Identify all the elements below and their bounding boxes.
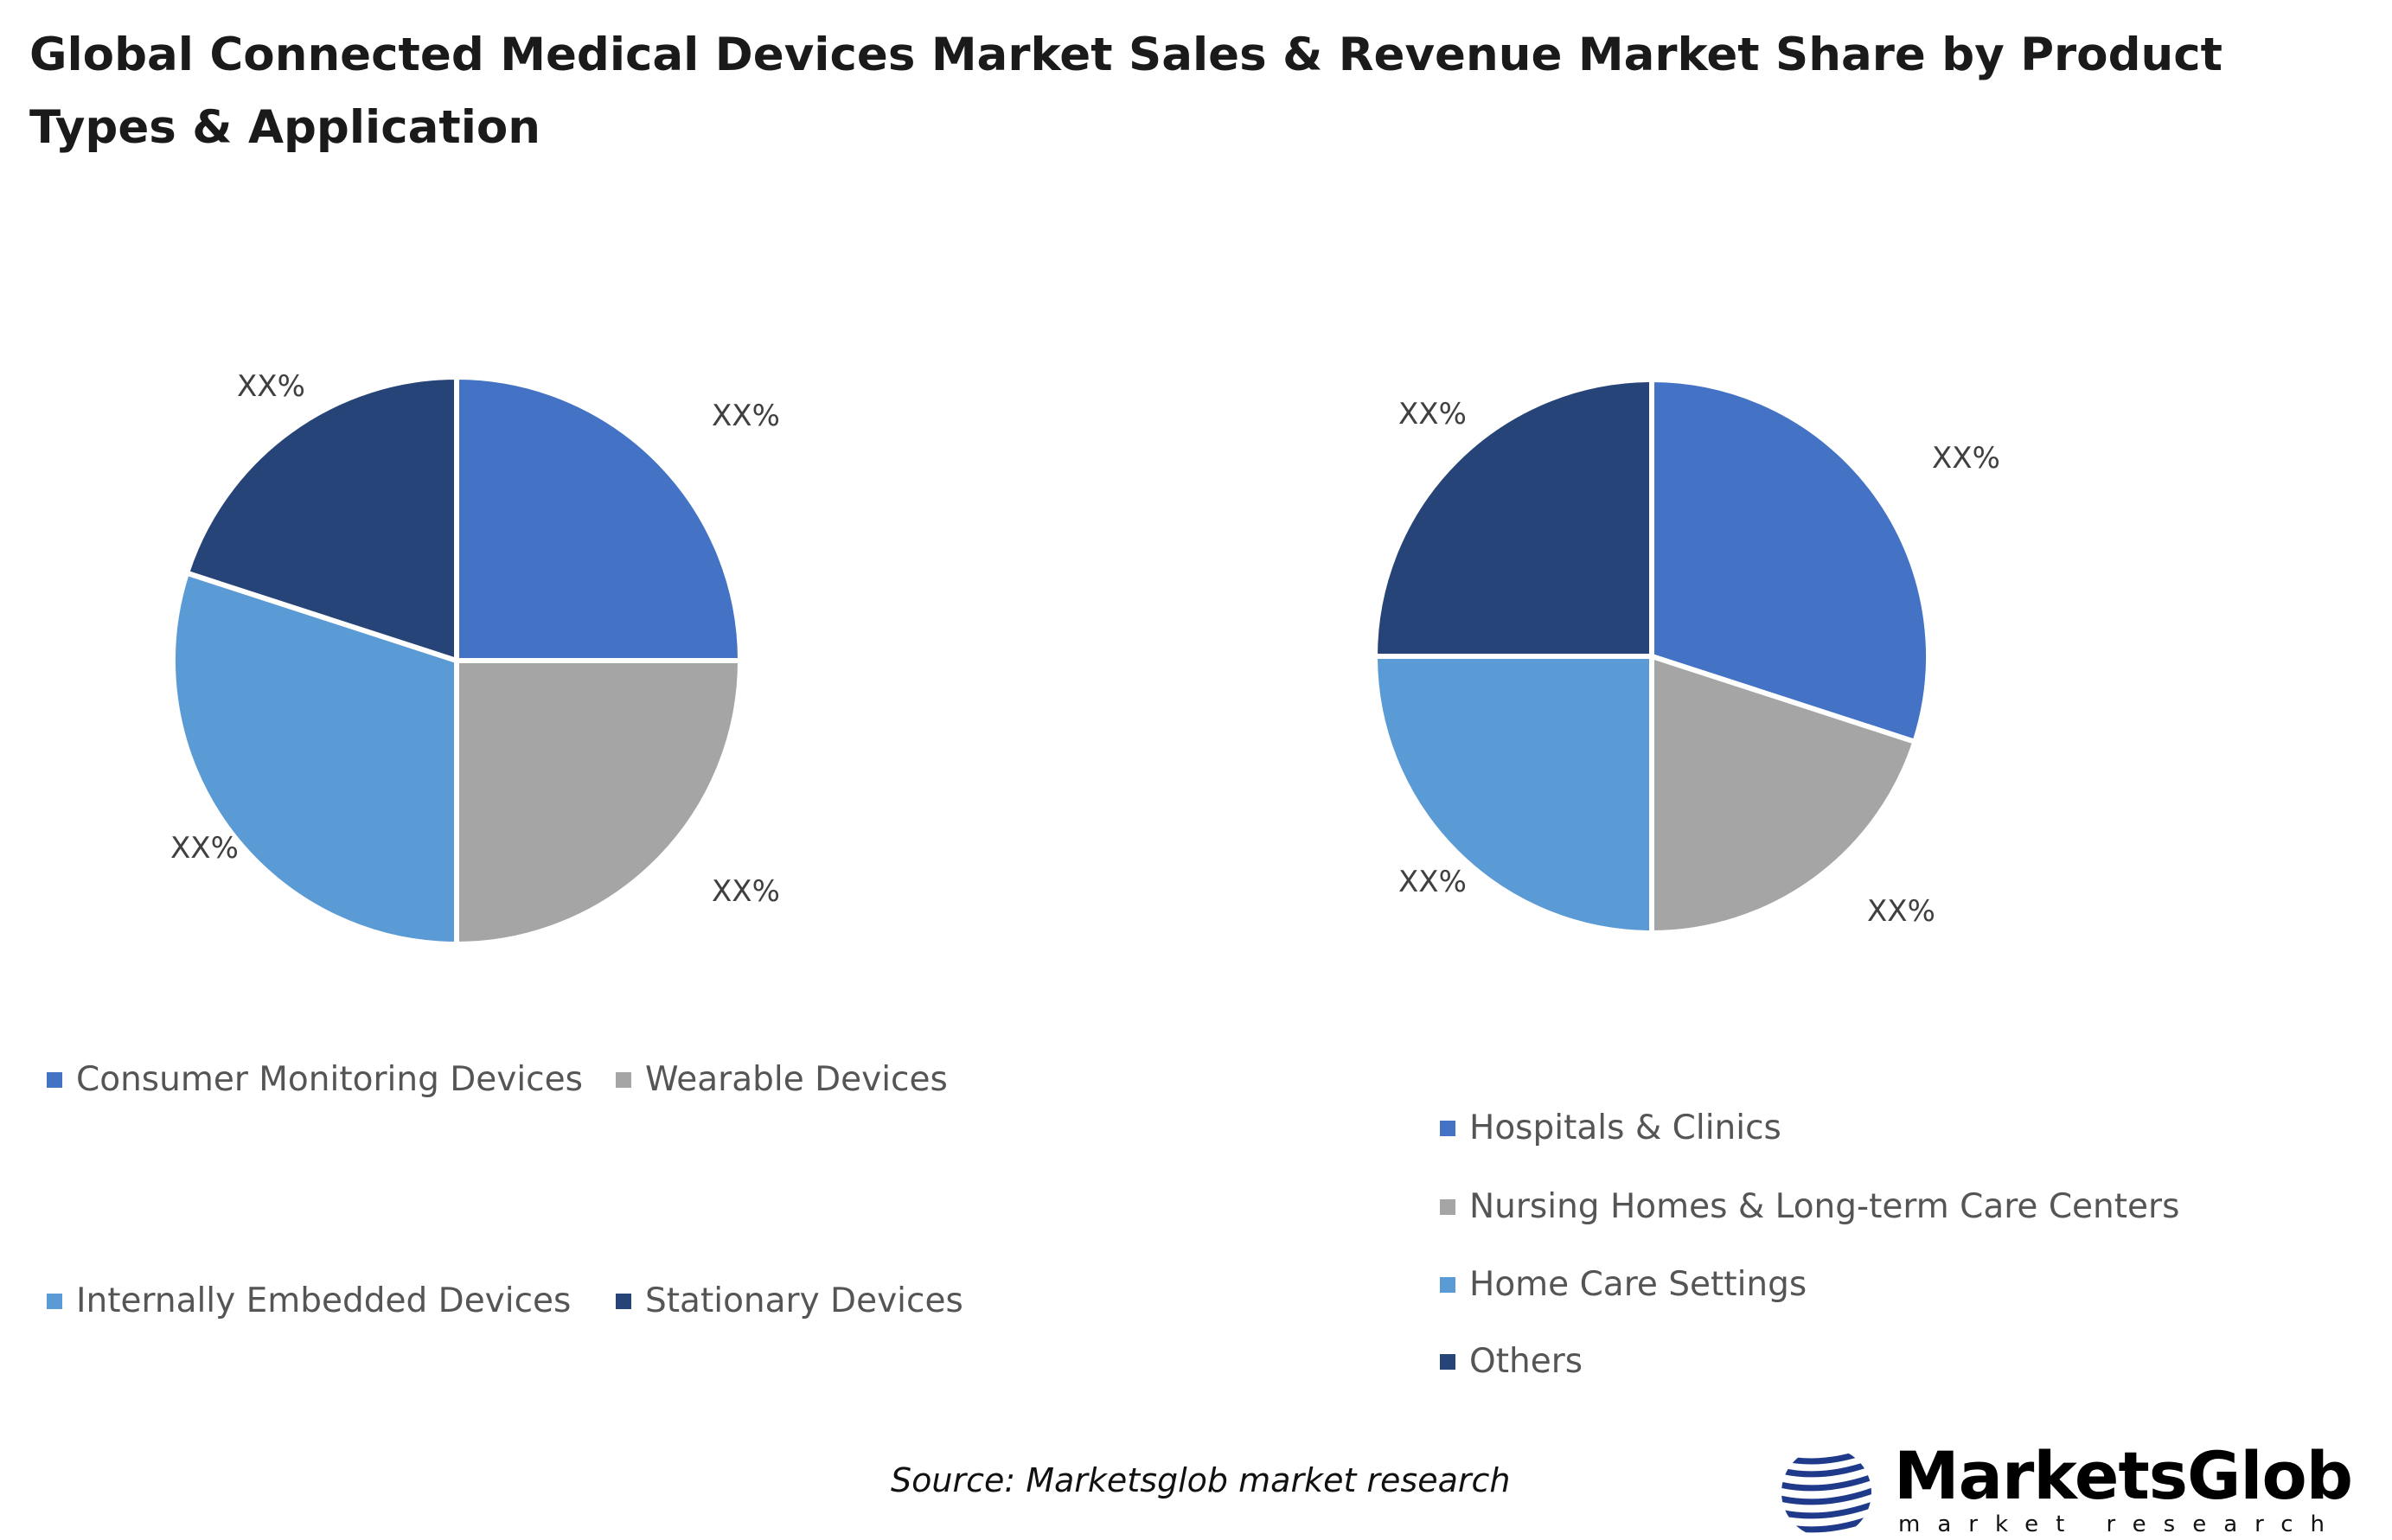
data-label: XX% — [1398, 865, 1467, 899]
chart-title: Global Connected Medical Devices Market … — [29, 29, 2223, 154]
legend-swatch — [1440, 1276, 1455, 1293]
legend-swatch — [1440, 1198, 1455, 1215]
legend-swatch — [1440, 1120, 1455, 1136]
legend-item-consumer-monitoring: Consumer Monitoring Devices — [47, 1060, 583, 1099]
legend-item-wearable: Wearable Devices — [616, 1060, 948, 1099]
legend-swatch — [1440, 1353, 1455, 1370]
legend-item-stationary: Stationary Devices — [616, 1281, 963, 1320]
pie-chart-product-types: XX% XX% XX% XX% — [170, 369, 780, 948]
pie-slice-consumer-monitoring-devices — [454, 374, 744, 663]
logo-name: MarketsGlob — [1894, 1437, 2353, 1514]
legend-label: Nursing Homes & Long-term Care Centers — [1469, 1187, 2180, 1226]
pie-slice-stationary-devices — [183, 374, 459, 665]
legend-label: Wearable Devices — [645, 1060, 948, 1099]
pie-slice-home-care-settings — [1372, 654, 1654, 936]
legend-label: Others — [1469, 1342, 1583, 1381]
data-label: XX% — [712, 874, 780, 909]
source-note: Source: Marketsglob market research — [891, 1461, 1511, 1499]
logo-tagline: market research — [1898, 1511, 2343, 1537]
legend-item-hospitals: Hospitals & Clinics — [1440, 1109, 1781, 1147]
legend-label: Internally Embedded Devices — [76, 1281, 572, 1320]
legend-item-others: Others — [1440, 1342, 1583, 1381]
legend-swatch — [616, 1071, 631, 1088]
legend-label: Home Care Settings — [1469, 1265, 1807, 1304]
data-label: XX% — [712, 399, 780, 433]
pie-slice-hospitals-clinics — [1649, 376, 1931, 745]
legend-label: Stationary Devices — [645, 1281, 963, 1320]
legend-item-nursing-homes: Nursing Homes & Long-term Care Centers — [1440, 1187, 2179, 1226]
legend-swatch — [616, 1293, 631, 1309]
pie-slice-wearable-devices — [454, 658, 744, 948]
data-label: XX% — [170, 831, 239, 866]
data-label: XX% — [237, 369, 305, 404]
legend-item-internally-embedded: Internally Embedded Devices — [47, 1281, 571, 1320]
legend-swatch — [47, 1293, 62, 1309]
pie-slice-others — [1372, 376, 1654, 659]
pie-slice-nursing-homes-long-term-care-centers — [1649, 652, 1919, 936]
legend-swatch — [47, 1071, 62, 1088]
pie-chart-application: XX% XX% XX% XX% — [1372, 376, 2000, 936]
data-label: XX% — [1398, 397, 1467, 431]
logo: MarketsGlob market research — [1773, 1437, 2378, 1537]
legend-item-home-care: Home Care Settings — [1440, 1265, 1807, 1304]
data-label: XX% — [1867, 894, 1935, 929]
legend-label: Hospitals & Clinics — [1469, 1109, 1781, 1147]
data-label: XX% — [1932, 441, 2000, 476]
legend-label: Consumer Monitoring Devices — [76, 1060, 583, 1099]
pie-slice-internally-embedded-devices — [170, 569, 459, 948]
globe-stripes-icon — [1781, 1447, 1871, 1533]
